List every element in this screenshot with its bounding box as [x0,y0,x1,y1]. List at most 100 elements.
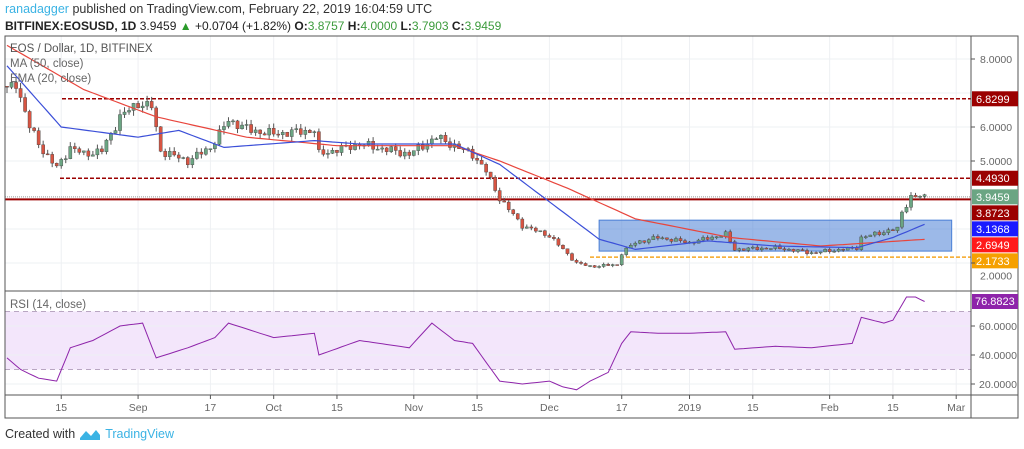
candle-body [91,154,95,157]
candle-body [240,124,244,130]
candle-body [167,151,172,157]
time-tick-label: 15 [747,402,759,414]
candle-body [665,237,669,240]
candle-body [294,128,299,130]
candle-body [249,124,253,133]
time-tick-label: Feb [821,402,839,414]
candle-body [674,238,678,242]
candle-body [755,246,760,251]
candle-body [769,248,773,250]
candle-body [918,196,922,198]
rsi-band [5,311,971,370]
price-tick-label: 2.0000 [980,270,1012,282]
ema20-line [6,65,925,251]
close-value: 3.9459 [464,19,502,33]
candle-body [36,130,41,145]
price-label: 2.6949 [976,240,1010,252]
candle-body [63,158,68,160]
candle-body [312,131,317,133]
candle-body [538,230,543,232]
candle-body [864,236,868,238]
candle-body [330,150,335,154]
high-value: 4.0000 [360,19,398,33]
candle-body [439,135,443,139]
candle-body [118,114,122,131]
candle-body [289,129,294,137]
publish-text: published on TradingView.com, February 2… [72,2,433,16]
candle-body [701,237,705,241]
candle-body [430,138,434,145]
price-label-badge [972,91,1018,107]
candle-body [909,195,913,208]
price-label-badge [972,189,1018,205]
candle-body [339,145,344,153]
candle-body [262,133,267,136]
candle-body [823,249,827,253]
candle-body [195,151,199,159]
candle-body [818,251,823,254]
author-link[interactable]: ranadagger [5,2,69,16]
rsi-tick-label: 60.0000 [979,321,1017,333]
time-tick-label: 15 [331,402,343,414]
candle-body [800,249,805,251]
time-tick-label: Mar [947,402,966,414]
candle-body [710,236,714,240]
legend-rsi: RSI (14, close) [10,299,86,311]
candle-body [407,151,412,156]
candle-body [45,153,50,156]
candle-body [606,263,610,266]
rsi-line [6,296,925,391]
candle-body [434,138,439,140]
candle-body [827,249,832,252]
candle-body [113,130,118,134]
candle-body [185,157,190,165]
candle-body [27,111,32,129]
candle-body [515,213,520,220]
rsi-last-label: 76.8823 [975,296,1015,308]
candle-body [104,139,109,152]
price-label: 3.8723 [976,208,1010,220]
ma50-line [6,44,925,247]
candle-body [922,194,927,197]
candle-body [127,110,131,113]
tradingview-link[interactable]: TradingView [105,427,174,441]
price-label: 3.9459 [976,192,1010,204]
publish-info: ranadagger published on TradingView.com,… [5,2,432,16]
candle-body [366,141,371,146]
up-triangle-icon: ▲ [179,19,192,33]
candle-body [877,231,882,235]
price-change: +0.0704 (+1.82%) [194,19,292,33]
candle-body [393,146,398,151]
candle-body [389,146,394,152]
candle-body [353,144,357,150]
candle-body [86,150,91,157]
candle-body [190,158,195,165]
candle-body [886,229,891,233]
candle-body [805,250,809,254]
legend-title: EOS / Dollar, 1D, BITFINEX [10,43,153,55]
candle-body [552,237,556,239]
tradingview-logo-icon [80,430,101,440]
candle-body [267,128,271,136]
candle-body [384,147,389,152]
candle-body [619,254,624,265]
close-label: C: [451,19,465,33]
candle-body [276,133,281,136]
candle-body [782,248,787,251]
candle-body [375,148,380,151]
candle-body [547,235,552,238]
candle-body [23,97,27,112]
candle-body [321,149,326,155]
candle-body [601,263,606,267]
candle-body [543,230,547,236]
candle-body [158,126,163,152]
candle-body [398,150,403,157]
axes[interactable]: 6.8299 4.4930 3.9459 3.8723 3.1368 2.6949 2.17… [55,54,1018,414]
price-tick-label: 8.0000 [980,54,1012,66]
candle-body [181,157,186,159]
candle-body [534,227,538,232]
symbol: BITFINEX:EOSUSD, 1D [5,19,137,33]
candle-body [746,247,751,251]
candle-body [656,236,660,239]
